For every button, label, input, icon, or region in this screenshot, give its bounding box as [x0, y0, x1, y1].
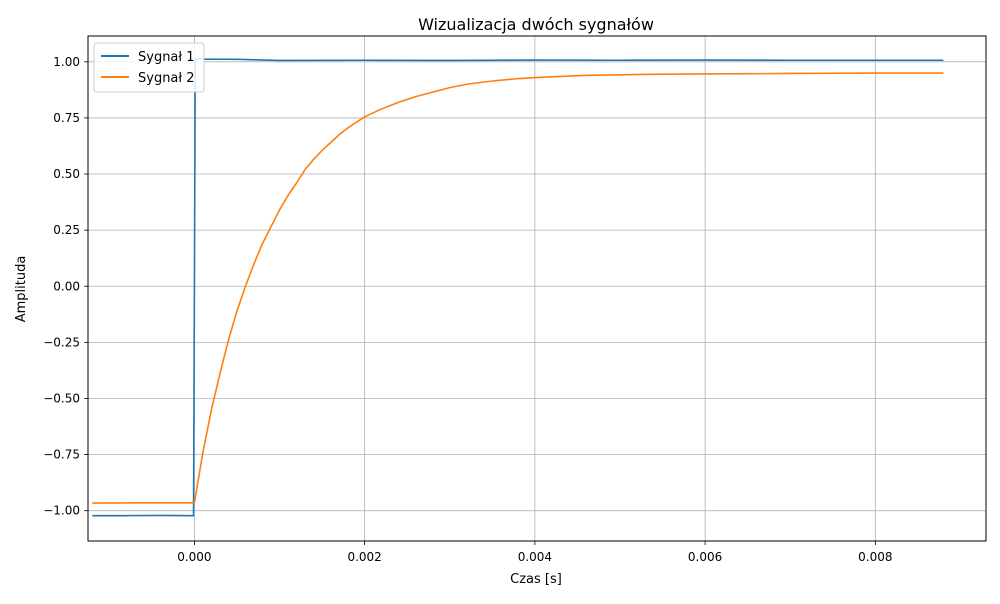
chart-title: Wizualizacja dwóch sygnałów — [418, 15, 654, 34]
tick-layer: 0.000 0.002 0.004 0.006 0.008 −1.00 −0.75 −0.50… — [43, 55, 892, 564]
y-tick-label: −0.75 — [43, 448, 80, 462]
x-axis-label: Czas [s] — [510, 572, 562, 587]
y-axis-label: Amplituda — [14, 256, 29, 323]
legend: Sygnał 1 Sygnał 2 — [93, 42, 205, 93]
y-tick-label: 0.00 — [53, 279, 80, 293]
y-tick-label: 0.25 — [53, 223, 80, 237]
grid-layer — [88, 36, 986, 541]
series-line-sygnal-1 — [92, 58, 944, 517]
series-layer — [92, 58, 944, 517]
plot-frame — [87, 35, 987, 542]
y-tick-label: −0.25 — [43, 335, 80, 349]
legend-label-sygnal-2: Sygnał 2 — [138, 71, 195, 86]
x-tick-label: 0.002 — [347, 550, 381, 564]
series-line-sygnal-2 — [92, 72, 944, 504]
x-tick-label: 0.004 — [518, 550, 552, 564]
x-tick-label: 0.000 — [177, 550, 211, 564]
y-tick-label: 0.75 — [53, 111, 80, 125]
y-tick-label: 0.50 — [53, 167, 80, 181]
x-tick-label: 0.006 — [688, 550, 722, 564]
y-tick-label: 1.00 — [53, 55, 80, 69]
legend-label-sygnal-1: Sygnał 1 — [138, 50, 195, 65]
y-tick-label: −1.00 — [43, 504, 80, 518]
x-tick-label: 0.008 — [858, 550, 892, 564]
y-tick-label: −0.50 — [43, 391, 80, 405]
